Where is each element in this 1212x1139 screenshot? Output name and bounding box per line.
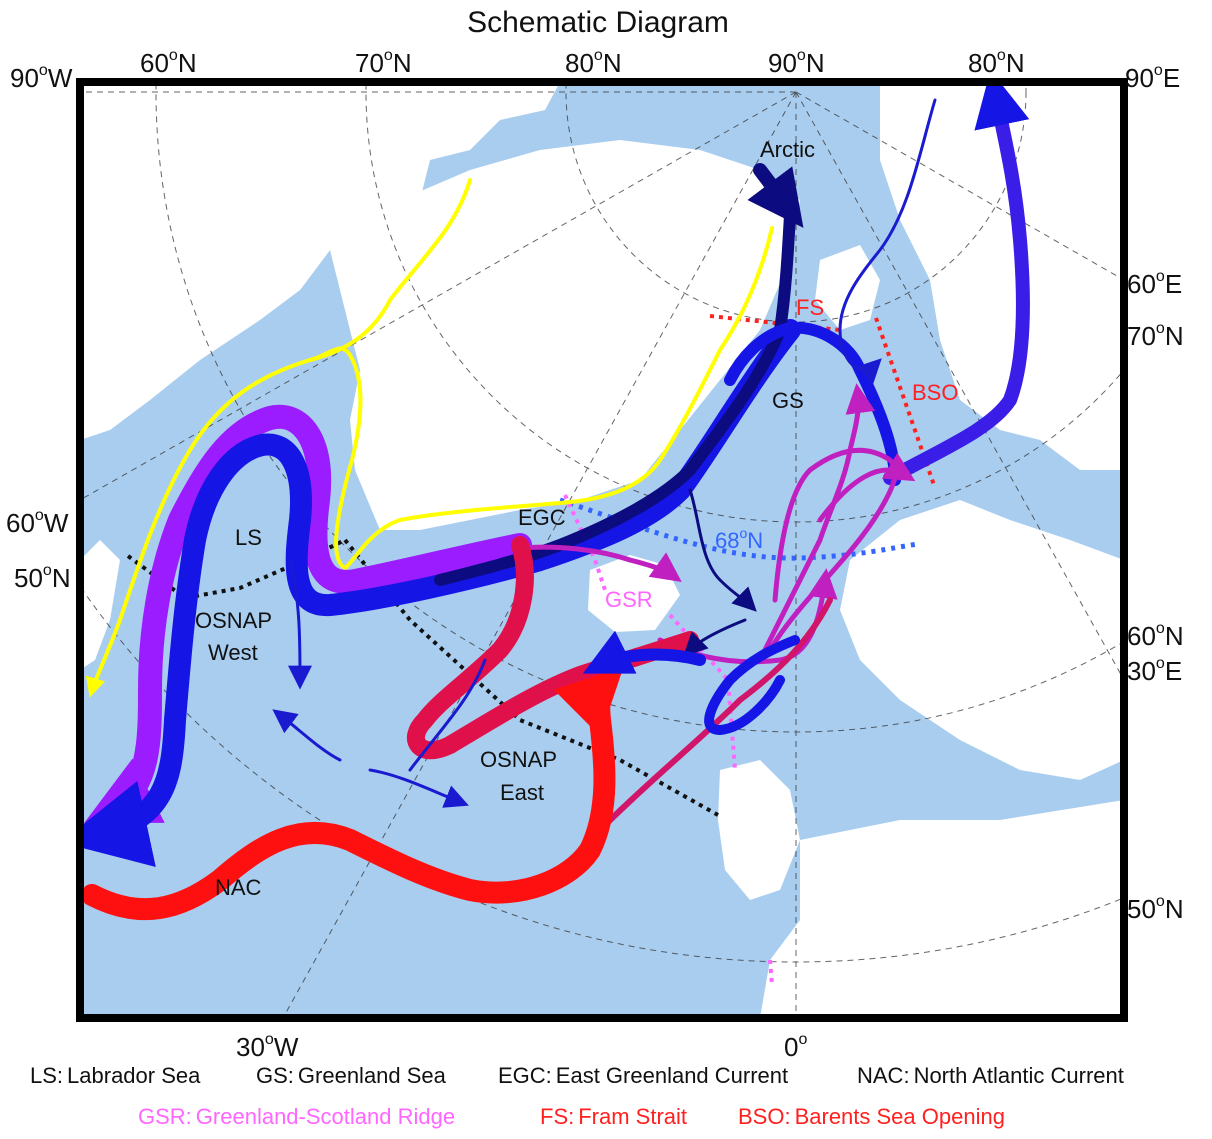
scandinavia bbox=[840, 500, 1124, 780]
greenland bbox=[330, 140, 800, 530]
crimson-norwegian bbox=[597, 597, 833, 833]
map-area: Arctic FS BSO GS EGC 68oN LS GSR OSNAP W… bbox=[80, 82, 1124, 1018]
legend-fs: FS: Fram Strait bbox=[540, 1104, 687, 1129]
coord-60e-right: 60oE bbox=[1127, 268, 1182, 299]
coord-50n-right: 50oN bbox=[1127, 893, 1184, 924]
coord-30w-bottom: 30oW bbox=[236, 1031, 299, 1062]
thin-navy-arrow-iceland bbox=[683, 618, 747, 657]
currents bbox=[80, 82, 1030, 921]
thin-blue-arrow-4 bbox=[408, 658, 487, 772]
navy-arctic-inflow bbox=[747, 163, 804, 228]
lon-60e bbox=[795, 91, 1124, 281]
land-masses bbox=[80, 82, 1124, 1018]
label-bso: BSO bbox=[912, 380, 958, 405]
label-fs: FS bbox=[796, 295, 824, 320]
label-egc: EGC bbox=[518, 505, 566, 530]
label-gsr: GSR bbox=[605, 587, 653, 612]
coord-90e-top: 90oE bbox=[1125, 62, 1180, 93]
legend-bso: BSO: Barents Sea Opening bbox=[738, 1104, 1005, 1129]
label-arctic: Arctic bbox=[760, 137, 815, 162]
legend-egc: EGC: East Greenland Current bbox=[498, 1063, 788, 1088]
coord-70n-right: 70oN bbox=[1127, 320, 1184, 351]
label-nac: NAC bbox=[215, 875, 262, 900]
thin-blue-arrow-1 bbox=[287, 558, 312, 690]
thin-blue-arrow-3 bbox=[368, 768, 469, 808]
coord-90w-top: 90oW bbox=[10, 62, 73, 93]
coord-60n-right: 60oN bbox=[1127, 620, 1184, 651]
coord-50n-left: 50oN bbox=[14, 562, 71, 593]
coord-30e-right: 30oE bbox=[1127, 655, 1182, 686]
diagram-title: Schematic Diagram bbox=[467, 6, 729, 39]
blue-fs-loop bbox=[724, 321, 901, 486]
bso-line bbox=[874, 317, 937, 489]
magenta-to-bso bbox=[817, 452, 916, 523]
coordinate-labels: 90oW 60oN 70oN 80oN 90oN 80oN 90oE 60oE … bbox=[6, 47, 1184, 1062]
svalbard bbox=[815, 245, 880, 330]
legend: LS: Labrador Sea GS: Greenland Sea EGC: Eas… bbox=[30, 1063, 1124, 1129]
navy-western-flow bbox=[838, 98, 937, 384]
legend-ls: LS: Labrador Sea bbox=[30, 1063, 201, 1088]
thin-navy-arrow-gs bbox=[688, 488, 757, 612]
legend-gsr: GSR: Greenland-Scotland Ridge bbox=[138, 1104, 455, 1129]
label-osnap-east-2: East bbox=[500, 780, 544, 805]
baffin-land bbox=[80, 230, 330, 440]
coord-0-bottom: 0o bbox=[784, 1031, 807, 1062]
thin-blue-arrow-2 bbox=[272, 709, 342, 762]
coord-80n-top-right: 80oN bbox=[968, 47, 1025, 78]
map-frame bbox=[76, 78, 1128, 1022]
magenta-loop-1 bbox=[757, 383, 876, 663]
label-osnap-east-1: OSNAP bbox=[480, 747, 557, 772]
map-labels: Arctic FS BSO GS EGC 68oN LS GSR OSNAP W… bbox=[195, 137, 958, 900]
lon-60w bbox=[80, 91, 797, 501]
coord-60w-left: 60oW bbox=[6, 507, 69, 538]
yellow-current-greenland bbox=[308, 226, 774, 570]
label-68n: 68oN bbox=[715, 525, 763, 553]
coord-60n-top: 60oN bbox=[140, 47, 197, 78]
purple-current bbox=[84, 404, 532, 823]
coord-70n-top: 70oN bbox=[355, 47, 412, 78]
blue-shelf-current bbox=[704, 635, 800, 735]
labrador bbox=[80, 540, 120, 670]
label-osnap-west-1: OSNAP bbox=[195, 608, 272, 633]
label-ls: LS bbox=[235, 525, 262, 550]
eastern-blue-current bbox=[883, 82, 1030, 485]
coord-80n-top: 80oN bbox=[565, 47, 622, 78]
magenta-to-gsr bbox=[517, 544, 682, 582]
legend-gs: GS: Greenland Sea bbox=[256, 1063, 447, 1088]
label-gs: GS bbox=[772, 388, 804, 413]
lon-30e bbox=[795, 91, 1124, 681]
europe-south bbox=[760, 800, 1124, 1018]
nac-red-current bbox=[81, 666, 624, 921]
british-isles bbox=[718, 760, 800, 900]
coord-90n-top: 90oN bbox=[768, 47, 825, 78]
eurasia-north bbox=[880, 82, 1124, 470]
yellow-current-west bbox=[85, 178, 472, 698]
blue-deep-current bbox=[80, 319, 801, 867]
label-osnap-west-2: West bbox=[208, 640, 258, 665]
legend-nac: NAC: North Atlantic Current bbox=[857, 1063, 1124, 1088]
blue-current-iceland-south bbox=[582, 630, 706, 674]
